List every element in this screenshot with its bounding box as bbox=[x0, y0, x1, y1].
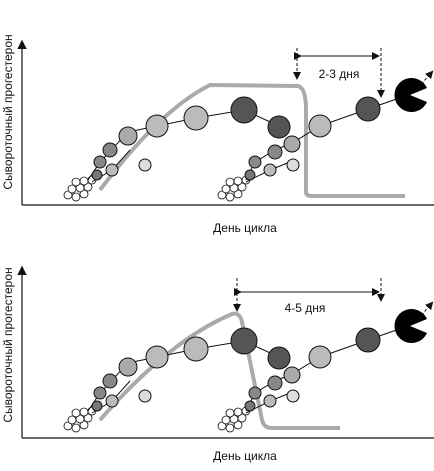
x-axis-label: День цикла bbox=[213, 221, 277, 235]
follicle-chain bbox=[64, 303, 432, 432]
panel-2: 4-5 дня Сывороточный прогестерон День ци… bbox=[1, 265, 434, 463]
follicle-chain bbox=[64, 72, 432, 201]
y-axis-label: Сывороточный прогестерон bbox=[1, 267, 15, 422]
y-axis-label: Сывороточный прогестерон bbox=[1, 34, 15, 189]
panel-1: 2-3 дня Сывороточный прогестерон День ци… bbox=[1, 34, 434, 235]
progesterone-curve bbox=[98, 82, 405, 198]
x-axis-label: День цикла bbox=[213, 449, 277, 463]
interval-label: 2-3 дня bbox=[319, 67, 360, 81]
interval-label: 4-5 дня bbox=[285, 301, 326, 315]
